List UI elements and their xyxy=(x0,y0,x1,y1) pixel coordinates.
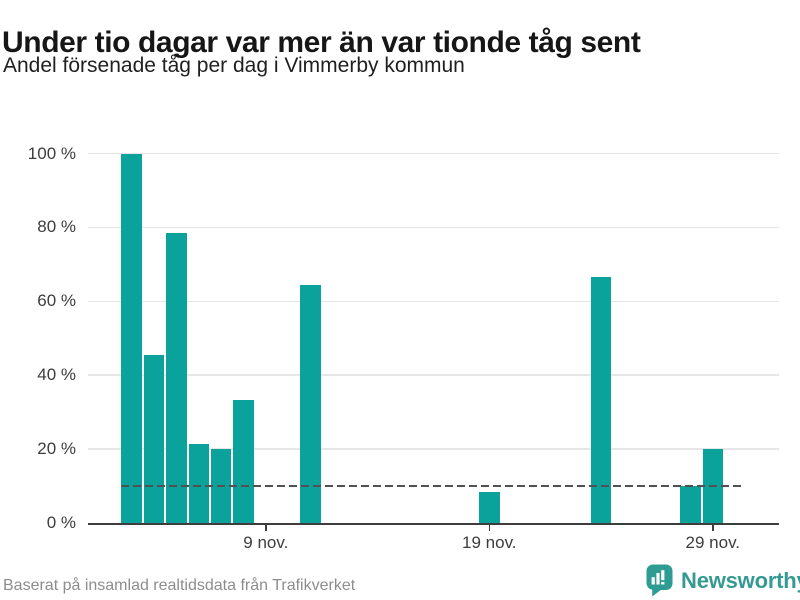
x-tick-label: 29 nov. xyxy=(685,533,741,552)
bar xyxy=(233,399,254,523)
source-note: Baserat på insamlad realtidsdata från Tr… xyxy=(3,577,356,594)
icon-exclamation-bar xyxy=(661,570,665,581)
x-axis-line xyxy=(88,522,779,525)
y-gridline xyxy=(88,374,779,376)
bar xyxy=(300,285,321,523)
newsworthy-speech-bubble-chart-icon xyxy=(646,564,673,597)
y-tick-label: 100 % xyxy=(27,143,76,163)
reference-line-10-percent xyxy=(121,485,746,488)
bar xyxy=(121,153,142,523)
y-gridline xyxy=(88,226,779,229)
y-tick-label: 60 % xyxy=(37,291,76,311)
chart-title: Under tio dagar var mer än var tionde tå… xyxy=(2,26,641,60)
x-tick-label: 19 nov. xyxy=(462,533,517,552)
y-tick-label: 80 % xyxy=(37,217,76,237)
y-tick-label: 20 % xyxy=(37,439,76,459)
x-tick-mark xyxy=(265,524,267,531)
y-tick-label: 40 % xyxy=(37,365,76,385)
bar xyxy=(166,232,187,523)
bar xyxy=(590,276,612,523)
x-tick-mark xyxy=(712,524,714,531)
y-gridline xyxy=(88,300,779,303)
icon-exclamation-dot xyxy=(661,582,665,585)
x-tick-label: 9 nov. xyxy=(243,533,289,552)
x-tick-mark xyxy=(488,524,491,531)
icon-bar-tall xyxy=(656,573,660,585)
chart-subtitle: Andel försenade tåg per dag i Vimmerby k… xyxy=(3,54,465,77)
bar xyxy=(680,486,701,523)
newsworthy-logo: Newsworthy xyxy=(646,564,800,597)
bar xyxy=(143,354,165,523)
y-gridline xyxy=(88,152,779,155)
bar xyxy=(188,443,209,523)
bar xyxy=(479,492,500,523)
y-tick-label: 0 % xyxy=(46,513,76,532)
icon-bar-small xyxy=(651,577,655,585)
y-gridline xyxy=(88,448,779,450)
newsworthy-logo-text: Newsworthy xyxy=(681,568,800,593)
